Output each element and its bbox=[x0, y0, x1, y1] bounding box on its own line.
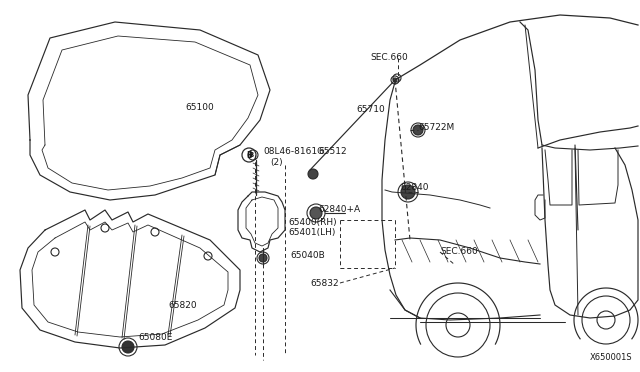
Text: 65400(RH): 65400(RH) bbox=[288, 218, 337, 227]
Circle shape bbox=[310, 207, 322, 219]
Text: 65080E: 65080E bbox=[138, 334, 172, 343]
Text: 08L46-8161G: 08L46-8161G bbox=[263, 148, 324, 157]
Text: X650001S: X650001S bbox=[589, 353, 632, 362]
Text: B: B bbox=[246, 151, 252, 160]
Text: 62840+A: 62840+A bbox=[318, 205, 360, 215]
Text: 65040B: 65040B bbox=[290, 250, 324, 260]
Text: 65401(LH): 65401(LH) bbox=[288, 228, 335, 237]
Text: 65512: 65512 bbox=[318, 148, 347, 157]
Text: (2): (2) bbox=[270, 158, 283, 167]
Circle shape bbox=[413, 125, 423, 135]
Circle shape bbox=[122, 341, 134, 353]
Circle shape bbox=[393, 78, 397, 82]
Text: 62840: 62840 bbox=[400, 183, 429, 192]
Text: SEC.660: SEC.660 bbox=[370, 54, 408, 62]
Text: 65722M: 65722M bbox=[418, 124, 454, 132]
Circle shape bbox=[401, 185, 415, 199]
Circle shape bbox=[259, 254, 267, 262]
Circle shape bbox=[308, 169, 318, 179]
Text: 65820: 65820 bbox=[168, 301, 196, 310]
Text: 65100: 65100 bbox=[185, 103, 214, 112]
Text: SEC.660: SEC.660 bbox=[440, 247, 477, 257]
Text: 65710: 65710 bbox=[356, 106, 385, 115]
Text: 65832: 65832 bbox=[310, 279, 339, 288]
Text: B: B bbox=[248, 152, 253, 158]
